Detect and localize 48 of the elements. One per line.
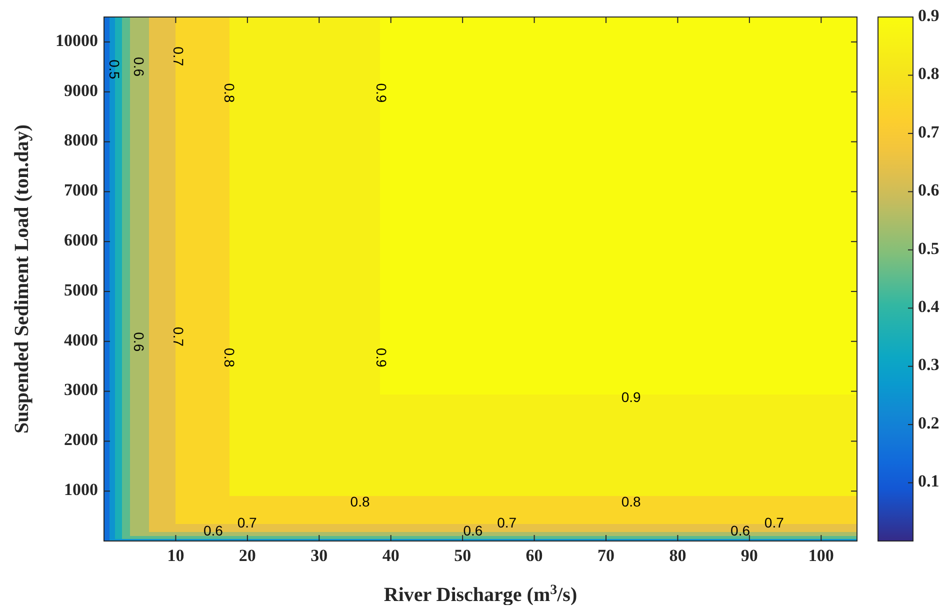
x-tick-label: 100	[808, 546, 834, 565]
y-tick-label: 2000	[64, 430, 98, 450]
color-bar-label: 0.3	[918, 355, 940, 374]
y-tick-label: 9000	[64, 80, 98, 100]
annotation: 0.7	[497, 514, 517, 531]
y-tick-label: 6000	[64, 230, 98, 250]
x-tick-label: 60	[526, 546, 543, 565]
annotation: 0.9	[374, 83, 390, 103]
y-tick-label: 5000	[64, 280, 98, 300]
x-tick-label: 50	[454, 546, 472, 565]
color-bar-label: 0.5	[918, 238, 940, 258]
annotation: 0.6	[131, 332, 148, 352]
x-tick-label: 20	[238, 546, 256, 565]
annotation: 0.7	[170, 326, 186, 347]
annotation: 0.8	[621, 494, 642, 510]
annotation: 0.6	[131, 57, 148, 77]
y-axis-title: Suspended Sediment Load (ton.day)	[11, 124, 33, 434]
annotation: 0.7	[237, 514, 258, 531]
y-tick-label: 4000	[64, 330, 98, 350]
annotation: 0.8	[222, 348, 238, 368]
x-tick-label: 80	[669, 546, 686, 565]
color-bar-label: 0.4	[918, 297, 940, 316]
annotation: 0.6	[463, 522, 483, 538]
color-bar-label: 0.8	[918, 64, 940, 84]
annotation: 0.9	[374, 348, 390, 368]
annotation: 0.7	[170, 46, 186, 66]
annotation: 0.7	[764, 514, 784, 531]
x-tick-label: 40	[382, 546, 400, 565]
y-tick-label: 7000	[64, 180, 98, 200]
x-tick-label: 10	[167, 546, 184, 565]
annotation: 0.6	[203, 522, 224, 538]
annotation: 0.8	[350, 494, 370, 510]
y-tick-label: 1000	[64, 480, 98, 499]
color-bar-label: 0.2	[918, 413, 940, 432]
y-tick-label: 8000	[64, 130, 98, 150]
annotation: 0.8	[222, 83, 238, 103]
x-tick-label: 90	[740, 546, 758, 565]
color-bar-label: 0.1	[918, 472, 940, 491]
color-bar-label: 0.7	[918, 122, 940, 142]
color-bar-label: 0.6	[918, 180, 940, 200]
annotation: 0.9	[621, 388, 642, 405]
y-tick-label: 10000	[56, 30, 98, 50]
x-tick-label: 30	[310, 546, 328, 565]
annotation: 0.5	[106, 60, 122, 80]
color-bar-label: 0.9	[918, 6, 940, 25]
x-tick-label: 70	[598, 546, 614, 565]
y-tick-label: 3000	[64, 380, 98, 400]
annotation: 0.6	[730, 522, 750, 538]
